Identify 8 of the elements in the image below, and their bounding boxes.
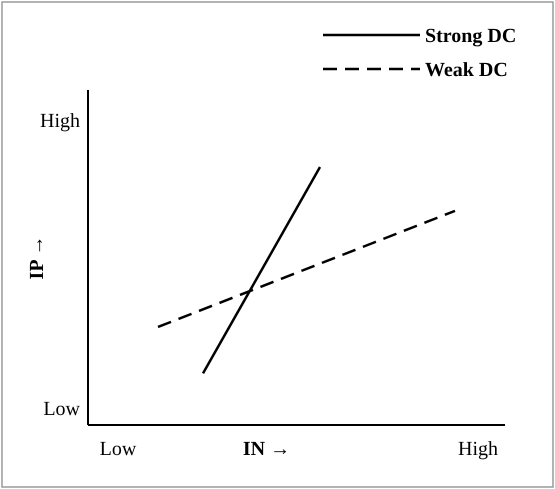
text: Low bbox=[100, 438, 137, 460]
text: Low bbox=[43, 398, 81, 420]
y-axis-title: IP → bbox=[26, 236, 48, 280]
text: High bbox=[458, 438, 498, 460]
legend-label: Weak DC bbox=[425, 59, 508, 81]
legend-label: Strong DC bbox=[425, 25, 516, 47]
x-axis-title: IN → bbox=[242, 438, 290, 460]
text: High bbox=[40, 110, 80, 132]
